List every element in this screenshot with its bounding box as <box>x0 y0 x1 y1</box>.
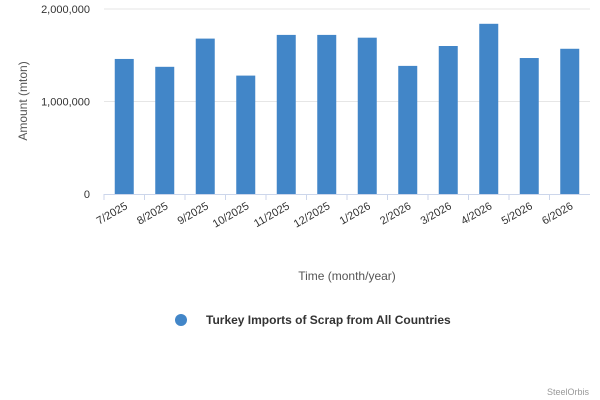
bar-series <box>114 23 580 195</box>
legend[interactable]: Turkey Imports of Scrap from All Countri… <box>175 313 451 327</box>
credits-link[interactable]: SteelOrbis <box>547 387 590 397</box>
y-axis-title: Amount (mton) <box>16 61 30 140</box>
x-tick-label: 7/2025 <box>95 200 130 227</box>
x-tick-label: 6/2026 <box>540 200 575 227</box>
bar[interactable] <box>195 38 215 194</box>
bar[interactable] <box>519 58 539 195</box>
x-tick-label: 3/2026 <box>419 200 454 227</box>
x-tick-label: 2/2026 <box>378 200 413 227</box>
x-tick-label: 9/2025 <box>176 200 211 227</box>
y-tick-label: 0 <box>84 189 90 201</box>
x-tick-label: 12/2025 <box>292 200 332 230</box>
x-tick-label: 11/2025 <box>252 200 292 230</box>
y-tick-label: 1,000,000 <box>41 97 90 109</box>
x-tick-label: 10/2025 <box>211 200 251 230</box>
bar[interactable] <box>317 34 337 195</box>
y-axis-ticks: 0 1,000,000 2,000,000 <box>41 4 90 201</box>
x-tick-label: 5/2026 <box>500 200 535 227</box>
bar[interactable] <box>438 46 458 194</box>
x-axis-ticks: 7/2025 8/2025 9/2025 10/2025 11/2025 12/2025 1… <box>95 194 575 230</box>
legend-marker[interactable] <box>175 314 187 326</box>
bar[interactable] <box>560 48 580 195</box>
bar[interactable] <box>398 65 418 194</box>
x-tick-label: 1/2026 <box>338 200 373 227</box>
bar[interactable] <box>236 75 256 194</box>
bar[interactable] <box>155 66 175 194</box>
bar[interactable] <box>114 58 134 195</box>
x-tick-label: 8/2025 <box>135 200 170 227</box>
bar[interactable] <box>357 37 377 194</box>
bar[interactable] <box>479 23 499 194</box>
x-axis-title: Time (month/year) <box>298 269 396 283</box>
legend-item-label[interactable]: Turkey Imports of Scrap from All Countri… <box>206 313 451 327</box>
grid-lines <box>104 8 590 102</box>
bar[interactable] <box>276 34 296 195</box>
y-tick-label: 2,000,000 <box>41 4 90 16</box>
x-tick-label: 4/2026 <box>459 200 494 227</box>
